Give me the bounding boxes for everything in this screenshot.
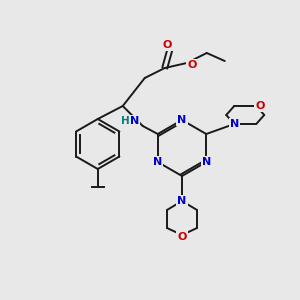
Text: O: O: [162, 40, 171, 50]
Text: N: N: [130, 116, 140, 126]
Text: N: N: [177, 115, 187, 125]
Text: O: O: [177, 232, 187, 242]
Text: O: O: [187, 60, 196, 70]
Text: O: O: [256, 101, 265, 111]
Text: N: N: [202, 157, 211, 167]
Text: N: N: [230, 119, 239, 129]
Text: N: N: [153, 157, 162, 167]
Text: H: H: [122, 116, 130, 126]
Text: N: N: [177, 196, 187, 206]
